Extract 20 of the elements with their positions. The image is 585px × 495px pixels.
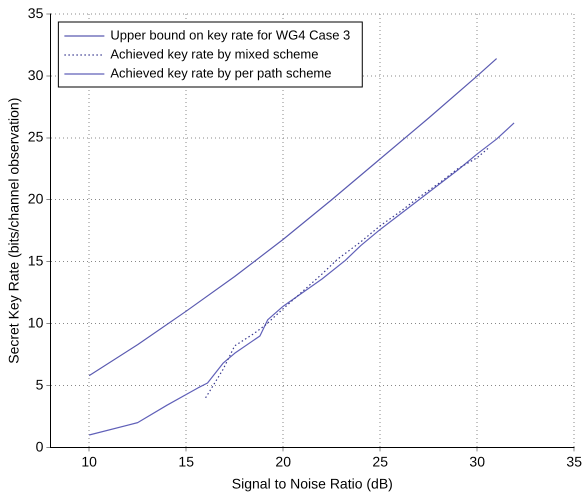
y-tick-label: 0: [36, 438, 44, 454]
y-tick-label: 35: [28, 4, 44, 21]
x-tick-label: 15: [178, 454, 194, 470]
legend-label: Upper bound on key rate for WG4 Case 3: [110, 28, 350, 43]
x-tick-label: 35: [566, 454, 582, 470]
y-tick-label: 20: [28, 190, 44, 207]
x-tick-label: 20: [275, 454, 292, 470]
legend-label: Achieved key rate by mixed scheme: [110, 46, 318, 62]
legend-label: Achieved key rate by per path scheme: [110, 66, 332, 81]
x-tick-label: 10: [81, 454, 98, 470]
line-series: [204, 147, 490, 398]
x-tick-label: 25: [372, 454, 388, 470]
y-tick-label: 30: [28, 66, 44, 83]
x-tick-label: 30: [469, 454, 486, 470]
x-axis-title: Signal to Noise Ratio (dB): [232, 475, 393, 492]
y-tick-label: 5: [36, 376, 44, 392]
y-tick-label: 10: [28, 314, 44, 330]
y-axis-title: Secret Key Rate (bits/channel observation): [5, 98, 22, 364]
y-tick-label: 15: [28, 252, 44, 269]
y-tick-label: 25: [28, 128, 44, 145]
